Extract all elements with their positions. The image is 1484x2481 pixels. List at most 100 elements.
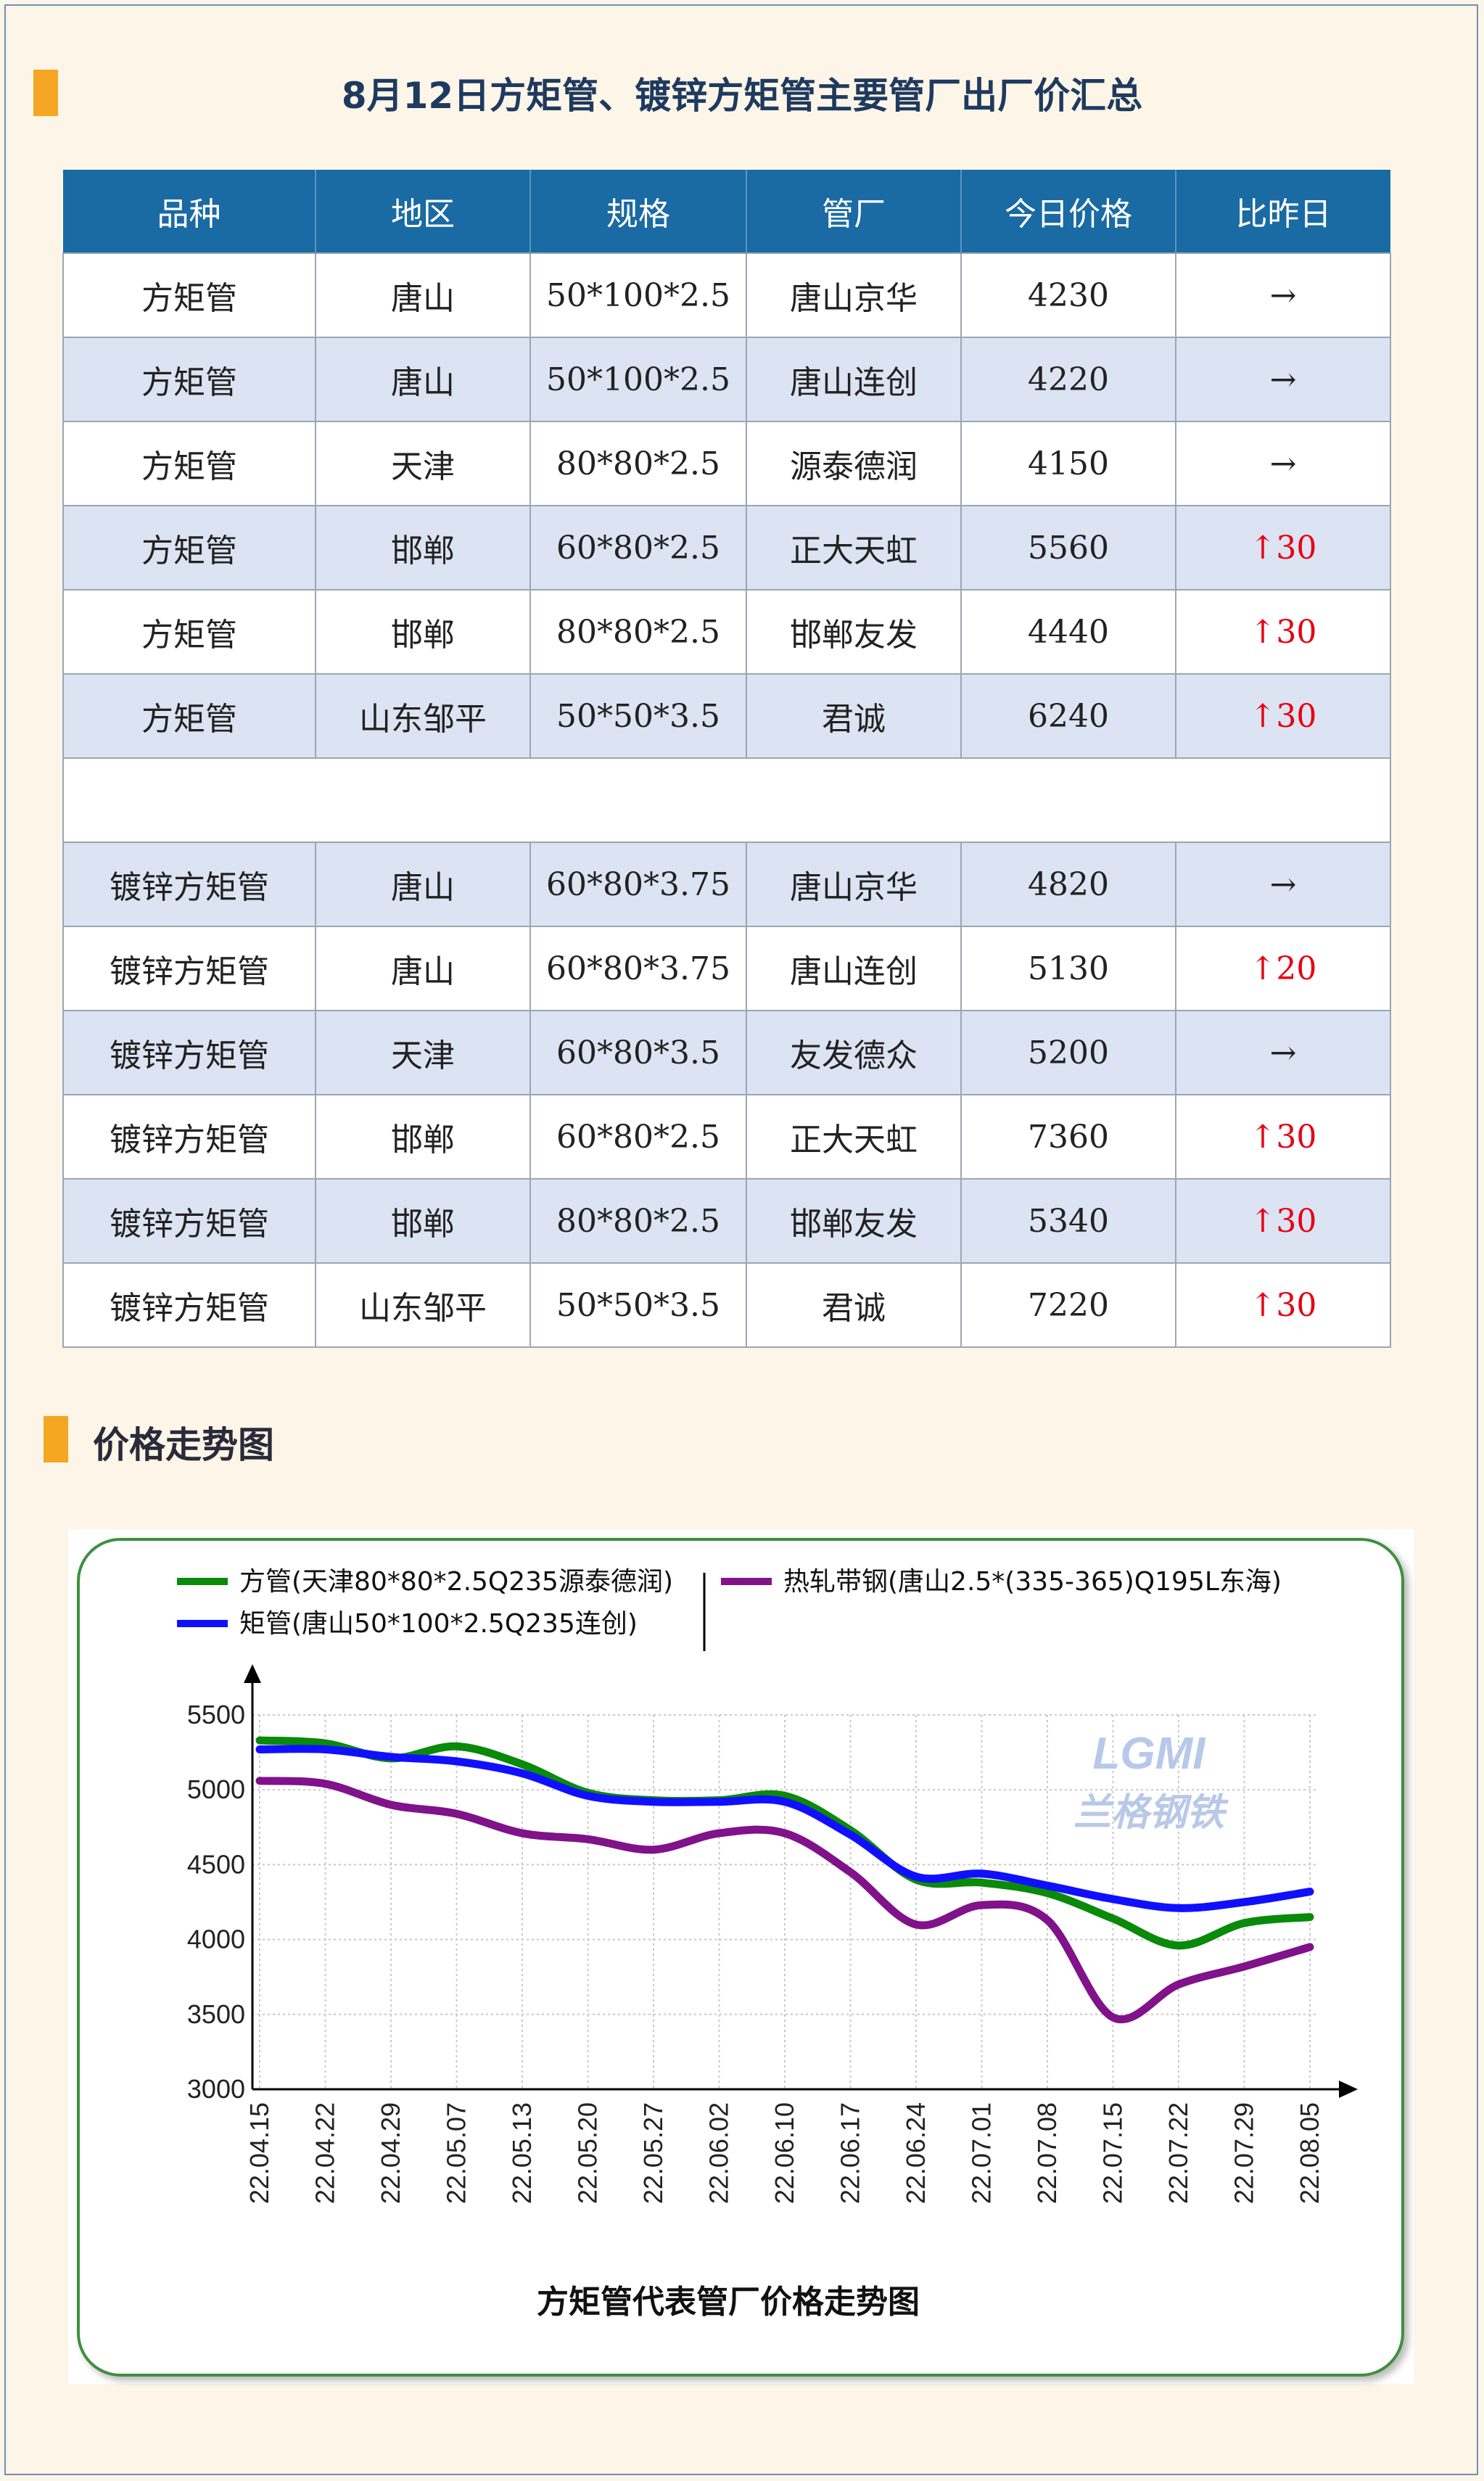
table-row: 镀锌方矩管 唐山 60*80*3.75 唐山京华 4820 → bbox=[62, 842, 1391, 927]
x-tick-label: 22.04.22 bbox=[310, 2102, 340, 2204]
y-tick-label: 5500 bbox=[187, 1700, 245, 1729]
table-cell-region: 天津 bbox=[315, 1010, 531, 1095]
table-cell-region: 山东邹平 bbox=[315, 1262, 531, 1348]
table-cell-region: 唐山 bbox=[315, 926, 531, 1011]
x-tick-label: 22.04.29 bbox=[376, 2102, 405, 2204]
x-tick-label: 22.07.01 bbox=[967, 2102, 997, 2204]
table-row: 方矩管 邯郸 80*80*2.5 邯郸友发 4440 ↑30 bbox=[62, 589, 1391, 675]
column-header: 管厂 bbox=[746, 170, 962, 253]
table-row: 方矩管 唐山 50*100*2.5 唐山连创 4220 → bbox=[62, 337, 1391, 422]
table-cell-mill: 唐山京华 bbox=[746, 252, 962, 338]
table-cell-product: 镀锌方矩管 bbox=[62, 1094, 316, 1180]
table-cell-spec: 60*80*2.5 bbox=[529, 505, 747, 591]
table-cell-change: ↑20 bbox=[1175, 926, 1391, 1011]
x-tick-label: 22.06.17 bbox=[836, 2102, 865, 2204]
table-row: 镀锌方矩管 唐山 60*80*3.75 唐山连创 5130 ↑20 bbox=[62, 926, 1391, 1011]
table-cell-mill: 唐山京华 bbox=[746, 842, 962, 927]
table-cell-product: 镀锌方矩管 bbox=[62, 926, 316, 1011]
price-trend-chart: 3000 3500 4000 4500 5000 5500 22.04.15 22.04.22… bbox=[177, 1567, 1358, 2321]
table-cell-region: 唐山 bbox=[315, 337, 531, 422]
chart-border bbox=[77, 1538, 1404, 2377]
table-cell-region: 天津 bbox=[315, 421, 531, 506]
x-tick-label: 22.06.02 bbox=[704, 2102, 734, 2204]
table-cell-spec: 50*100*2.5 bbox=[529, 252, 747, 338]
table-cell-price: 5340 bbox=[960, 1178, 1176, 1264]
x-tick-label: 22.07.08 bbox=[1032, 2102, 1062, 2204]
y-tick-label: 3500 bbox=[187, 1999, 245, 2029]
x-tick-label: 22.05.07 bbox=[442, 2102, 471, 2204]
series-line-1 bbox=[255, 1745, 1314, 1912]
table-cell-spec: 80*80*2.5 bbox=[529, 421, 747, 506]
table-cell-product: 镀锌方矩管 bbox=[62, 1262, 316, 1348]
table-cell-mill: 君诚 bbox=[746, 1262, 962, 1348]
table-cell-mill: 邯郸友发 bbox=[746, 589, 962, 675]
table-spacer-row bbox=[62, 757, 1391, 843]
price-table: 品种 地区 规格 管厂 今日价格 比昨日 方矩管 唐山 50*100*2.5 唐山京华… bbox=[62, 170, 1391, 1348]
table-row: 方矩管 天津 80*80*2.5 源泰德润 4150 → bbox=[62, 421, 1391, 506]
table-cell-price: 7360 bbox=[960, 1094, 1176, 1180]
column-header: 规格 bbox=[530, 170, 747, 253]
title-marker bbox=[33, 70, 58, 116]
series-line-0 bbox=[255, 1736, 1314, 1950]
legend-label: 方管(天津80*80*2.5Q235源泰德润) bbox=[239, 1567, 673, 1597]
table-cell-mill: 邯郸友发 bbox=[746, 1178, 962, 1264]
table-row: 方矩管 山东邹平 50*50*3.5 君诚 6240 ↑30 bbox=[62, 673, 1391, 759]
table-row: 方矩管 唐山 50*100*2.5 唐山京华 4230 → bbox=[62, 252, 1391, 338]
table-cell-spec: 60*80*3.75 bbox=[529, 926, 747, 1011]
table-cell-spec: 60*80*3.5 bbox=[529, 1010, 747, 1095]
x-tick-label: 22.05.27 bbox=[638, 2102, 668, 2204]
table-cell-spec: 50*50*3.5 bbox=[529, 673, 747, 759]
watermark-logo: LGMI bbox=[1093, 1729, 1207, 1779]
table-row: 方矩管 邯郸 60*80*2.5 正大天虹 5560 ↑30 bbox=[62, 505, 1391, 591]
table-cell-change: ↑30 bbox=[1175, 1178, 1391, 1264]
table-cell-price: 5130 bbox=[960, 926, 1176, 1011]
table-cell-mill: 君诚 bbox=[746, 673, 962, 759]
table-cell-change: ↑30 bbox=[1175, 1262, 1391, 1348]
y-axis-arrow bbox=[244, 1664, 261, 1683]
x-tick-label: 22.07.22 bbox=[1163, 2102, 1193, 2204]
series-line-2 bbox=[255, 1777, 1314, 2024]
x-tick-label: 22.04.15 bbox=[244, 2102, 274, 2204]
chart-title: 方矩管代表管厂价格走势图 bbox=[537, 2284, 920, 2321]
table-cell-mill: 源泰德润 bbox=[746, 421, 962, 506]
x-tick-label: 22.06.10 bbox=[770, 2102, 799, 2204]
page-title: 8月12日方矩管、镀锌方矩管主要管厂出厂价汇总 bbox=[341, 75, 1143, 117]
table-cell-change: ↑30 bbox=[1175, 505, 1391, 591]
table-cell-region: 唐山 bbox=[315, 252, 531, 338]
y-tick-label: 4500 bbox=[187, 1849, 245, 1879]
table-cell-price: 5200 bbox=[960, 1010, 1176, 1095]
table-cell-product: 镀锌方矩管 bbox=[62, 842, 316, 927]
table-cell-price: 4220 bbox=[960, 337, 1176, 422]
table-row: 镀锌方矩管 邯郸 80*80*2.5 邯郸友发 5340 ↑30 bbox=[62, 1178, 1391, 1264]
page-frame bbox=[4, 4, 1478, 2475]
y-tick-label: 4000 bbox=[187, 1925, 245, 1954]
table-cell-mill: 唐山连创 bbox=[746, 926, 962, 1011]
table-cell-price: 4440 bbox=[960, 589, 1176, 675]
x-tick-label: 22.07.29 bbox=[1229, 2102, 1259, 2204]
table-cell-change: → bbox=[1175, 337, 1391, 422]
table-cell-spec: 80*80*2.5 bbox=[529, 1178, 747, 1264]
table-cell-product: 方矩管 bbox=[62, 252, 316, 338]
x-axis-arrow bbox=[1339, 2081, 1358, 2098]
table-cell-price: 6240 bbox=[960, 673, 1176, 759]
table-cell-change: → bbox=[1175, 421, 1391, 506]
table-cell-price: 4150 bbox=[960, 421, 1176, 506]
table-cell-region: 邯郸 bbox=[315, 505, 531, 591]
table-cell-region: 唐山 bbox=[315, 842, 531, 927]
table-cell-region: 邯郸 bbox=[315, 1094, 531, 1180]
table-cell-mill: 唐山连创 bbox=[746, 337, 962, 422]
table-header-row: 品种 地区 规格 管厂 今日价格 比昨日 bbox=[63, 170, 1390, 253]
legend-label: 矩管(唐山50*100*2.5Q235连创) bbox=[239, 1609, 638, 1639]
chart-card: 3000 3500 4000 4500 5000 5500 22.04.15 22.04.22… bbox=[68, 1529, 1414, 2384]
watermark-text: 兰格钢铁 bbox=[1073, 1790, 1229, 1835]
table-cell-change: ↑30 bbox=[1175, 589, 1391, 675]
table-cell-mill: 正大天虹 bbox=[746, 1094, 962, 1180]
table-cell-change: ↑30 bbox=[1175, 1094, 1391, 1180]
x-tick-label: 22.06.24 bbox=[901, 2102, 931, 2204]
x-tick-label: 22.05.20 bbox=[573, 2102, 603, 2204]
table-cell-mill: 正大天虹 bbox=[746, 505, 962, 591]
legend-label: 热轧带钢(唐山2.5*(335-365)Q195L东海) bbox=[783, 1567, 1282, 1597]
table-cell-price: 5560 bbox=[960, 505, 1176, 591]
table-cell-spec: 50*50*3.5 bbox=[529, 1262, 747, 1348]
table-cell-price: 4820 bbox=[960, 842, 1176, 927]
